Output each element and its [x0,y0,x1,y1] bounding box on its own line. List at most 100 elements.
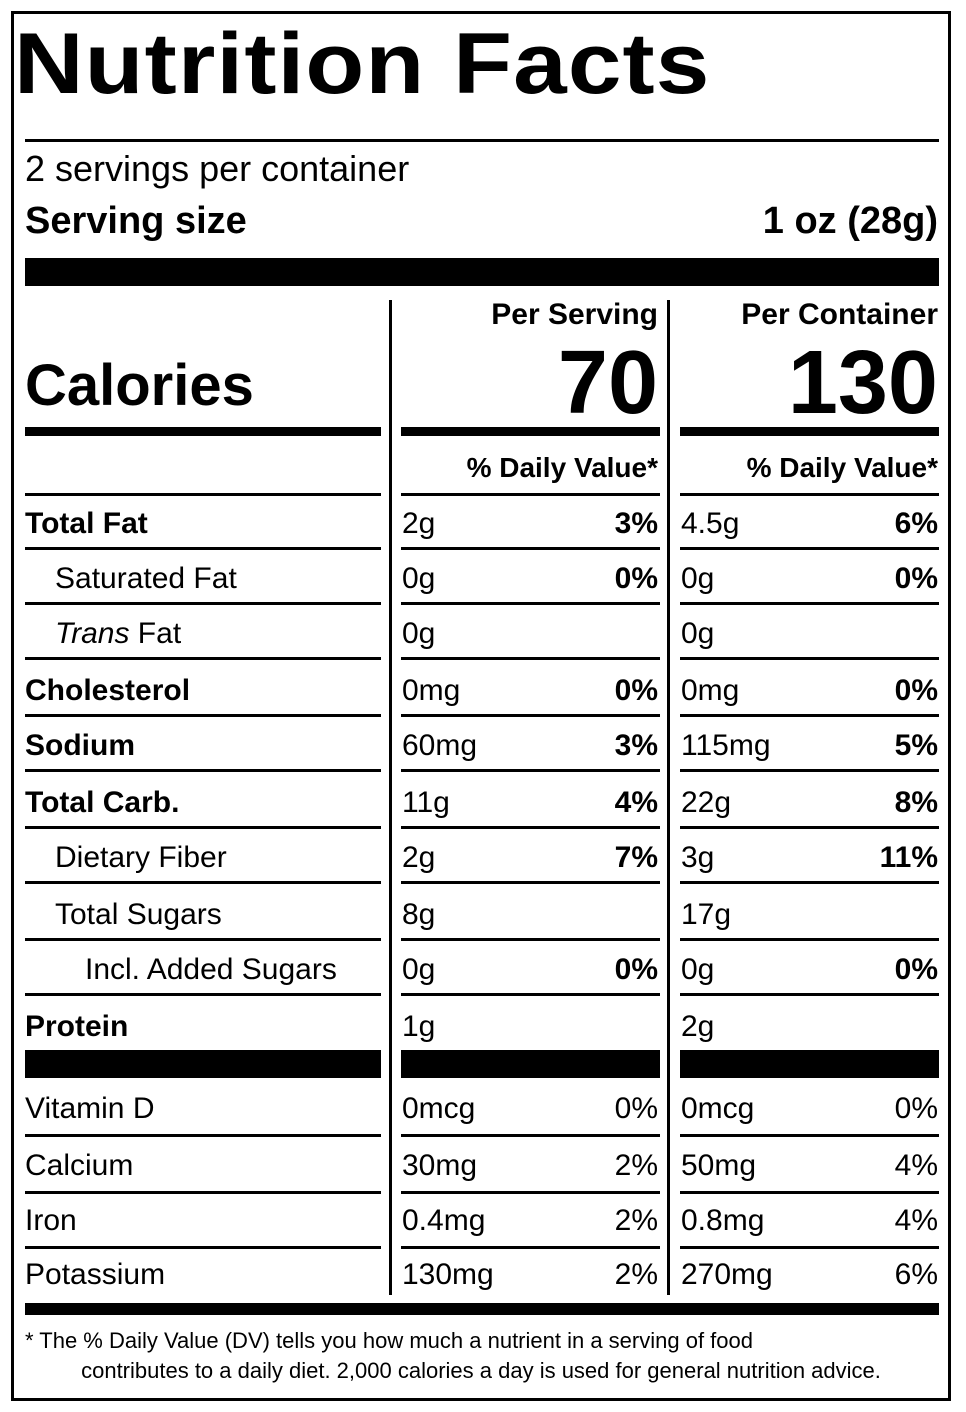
divider [25,139,939,142]
nutrient-name: Trans Fat [55,617,181,651]
container-daily-value: 11% [879,841,938,874]
divider [25,769,381,772]
divider [25,826,381,829]
divider [680,493,939,496]
nutrient-name: Total Fat [25,507,148,540]
calories-per-container: 130 [787,333,938,433]
divider [25,493,381,496]
serving-daily-value: 0% [614,674,658,707]
serving-daily-value: 2% [614,1258,658,1291]
divider [401,602,660,605]
calories-label: Calories [25,353,254,418]
serving-daily-value: 2% [614,1149,658,1182]
trans-rest: Fat [129,617,182,650]
serving-amount: 0g [402,953,436,986]
divider [680,1191,939,1194]
divider [25,657,381,660]
nutrient-row: Cholesterol 0mg 0% 0mg 0% [0,674,938,714]
nutrient-name: Dietary Fiber [55,841,227,874]
label-title: Nutrition Facts [14,16,711,112]
per-serving-header: Per Serving [491,298,658,331]
divider [401,769,660,772]
divider [401,1134,660,1137]
divider [401,493,660,496]
column-separator [667,300,670,1295]
container-amount: 0g [681,953,715,986]
serving-amount: 2g [402,841,436,874]
vitamin-name: Iron [25,1204,77,1237]
container-daily-value: 0% [894,1092,938,1125]
footnote-line-2: contributes to a daily diet. 2,000 calor… [81,1358,881,1383]
divider [401,547,660,550]
serving-daily-value: 4% [614,786,658,819]
serving-amount: 8g [402,898,436,931]
calories-divider [25,427,381,436]
serving-amount: 1g [402,1010,436,1043]
thick-divider [401,1050,660,1078]
nutrient-name: Incl. Added Sugars [85,953,337,986]
nutrient-name: Cholesterol [25,674,191,707]
nutrient-row: Protein 1g 2g [0,1010,934,1050]
container-amount: 17g [681,898,732,931]
serving-amount: 0g [402,617,436,650]
divider [401,993,660,996]
calories-per-serving: 70 [557,333,658,433]
divider [401,714,660,717]
nutrient-row: Saturated Fat 0g 0% 0g 0% [0,562,938,602]
divider [25,1246,381,1249]
nutrient-name: Saturated Fat [55,562,237,595]
container-daily-value: 4% [894,1149,938,1182]
divider [25,602,381,605]
divider [401,881,660,884]
vitamin-row: Iron 0.4mg 2% 0.8mg 4% [0,1204,938,1244]
vitamin-row: Vitamin D 0mcg 0% 0mcg 0% [0,1092,938,1132]
trans-italic: Trans [55,617,130,650]
container-amount: 50mg [681,1149,757,1182]
serving-daily-value: 2% [614,1204,658,1237]
container-amount: 3g [681,841,715,874]
container-daily-value: 4% [894,1204,938,1237]
calories-divider [401,427,660,436]
divider [680,826,939,829]
serving-size-value: 1 oz (28g) [762,200,938,242]
vitamin-row: Calcium 30mg 2% 50mg 4% [0,1149,938,1189]
serving-daily-value: 3% [614,729,658,762]
container-amount: 0g [681,617,715,650]
nutrient-row: Total Sugars 8g 17g [0,898,934,938]
nutrition-label [11,11,951,1401]
divider [680,547,939,550]
footnote-line-1: * The % Daily Value (DV) tells you how m… [25,1328,753,1353]
container-daily-value: 5% [894,729,938,762]
nutrient-name: Total Carb. [25,786,180,819]
divider [25,547,381,550]
serving-daily-value: 0% [614,953,658,986]
container-daily-value: 0% [894,674,938,707]
divider [25,714,381,717]
nutrient-name: Total Sugars [55,898,222,931]
serving-amount: 2g [402,507,436,540]
container-amount: 0g [681,562,715,595]
thick-divider [25,1050,381,1078]
serving-daily-value: 0% [614,1092,658,1125]
nutrient-row: Dietary Fiber 2g 7% 3g 11% [0,841,938,881]
container-amount: 4.5g [681,507,740,540]
footer-divider [25,1303,939,1315]
divider [680,938,939,941]
container-daily-value: 8% [894,786,938,819]
serving-amount: 60mg [402,729,478,762]
container-amount: 0.8mg [681,1204,765,1237]
divider [680,602,939,605]
column-separator [389,300,392,1295]
vitamin-name: Vitamin D [25,1092,155,1125]
serving-amount: 30mg [402,1149,478,1182]
divider [401,1191,660,1194]
nutrient-name: Sodium [25,729,135,762]
divider [680,1134,939,1137]
serving-amount: 0.4mg [402,1204,486,1237]
divider [401,657,660,660]
container-amount: 22g [681,786,732,819]
container-amount: 2g [681,1010,715,1043]
divider [25,938,381,941]
serving-size-label: Serving size [25,200,247,242]
serving-amount: 0g [402,562,436,595]
